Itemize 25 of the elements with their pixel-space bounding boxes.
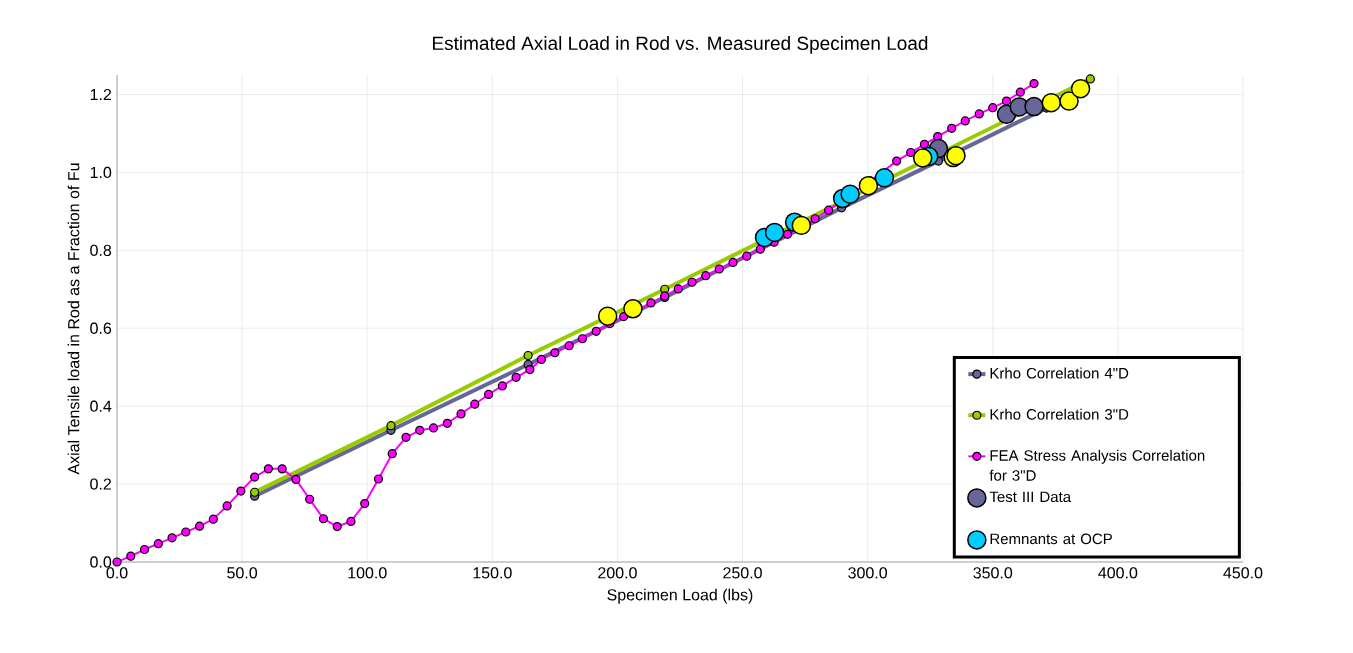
y-tick-label: 0.8 — [90, 244, 112, 256]
y-tick-label: 1.2 — [90, 88, 112, 101]
legend-label: FEA Stress Analysis Correlation for 3"D — [989, 449, 1205, 481]
x-tick-label: 250.0 — [723, 567, 762, 579]
x-axis-title: Specimen Load (lbs) — [607, 588, 753, 604]
legend-label: Test III Data — [989, 491, 1072, 503]
y-tick-label: 0.2 — [90, 478, 112, 490]
chart-title: Estimated Axial Load in Rod vs. Measured Specimen Load — [433, 36, 928, 54]
x-tick-label: 50.0 — [227, 567, 258, 579]
legend-label: Remnants at OCP — [990, 533, 1112, 545]
legend-label: Krho Correlation 4"D — [990, 367, 1129, 379]
x-tick-label: 100.0 — [348, 567, 387, 579]
y-tick-label: 0.4 — [90, 400, 112, 412]
x-tick-label: 0.0 — [106, 567, 128, 579]
x-tick-label: 150.0 — [473, 567, 512, 579]
y-axis-title: Axial Tensile load in Rod as a Fraction of Fu — [67, 163, 80, 475]
y-tick-label: 0.6 — [90, 322, 112, 334]
legend-label: Krho Correlation 3"D — [990, 408, 1129, 420]
x-tick-label: 450.0 — [1223, 567, 1263, 579]
x-tick-label: 400.0 — [1098, 567, 1138, 579]
x-tick-label: 200.0 — [598, 567, 637, 579]
x-tick-label: 350.0 — [973, 567, 1013, 579]
x-tick-label: 300.0 — [848, 567, 888, 579]
y-tick-label: 0.0 — [90, 556, 112, 568]
y-tick-label: 1.0 — [90, 166, 112, 179]
